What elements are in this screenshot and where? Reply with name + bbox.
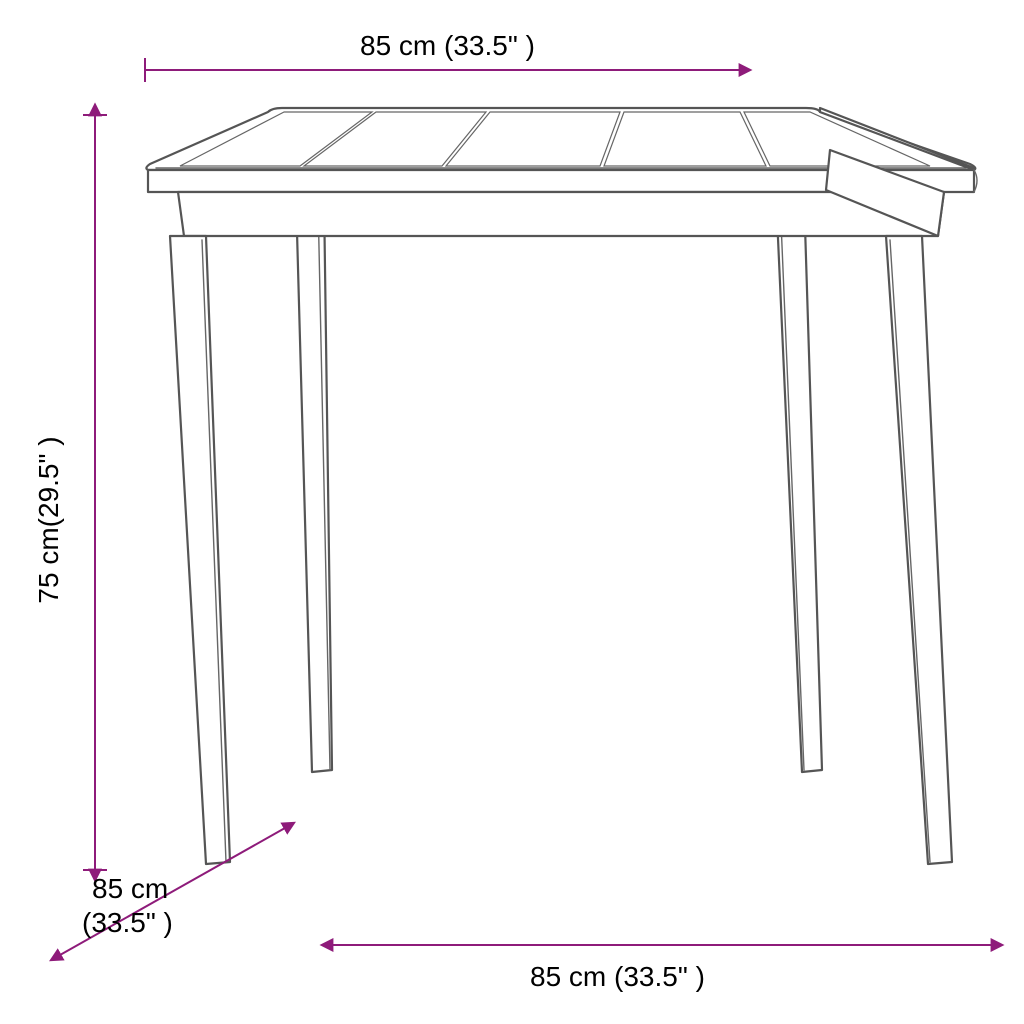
dim-left-label: 75 cm(29.5" ) [33, 436, 64, 603]
dim-depth-label-2: (33.5" ) [82, 907, 173, 938]
dim-top: 85 cm (33.5" ) [145, 30, 740, 82]
dim-top-label: 85 cm (33.5" ) [360, 30, 535, 61]
table-drawing [146, 108, 977, 864]
dim-width-label: 85 cm (33.5" ) [530, 961, 705, 992]
dim-depth: 85 cm (33.5" ) [60, 828, 285, 955]
dimension-diagram: 85 cm (33.5" ) 75 cm(29.5" ) [0, 0, 1024, 1024]
leg-back-right [776, 194, 822, 772]
apron-front [178, 192, 944, 236]
dim-depth-label-1: 85 cm [92, 873, 168, 904]
leg-front-left [170, 236, 230, 864]
dim-left: 75 cm(29.5" ) [33, 115, 107, 870]
leg-front-right [886, 236, 952, 864]
dim-width: 85 cm (33.5" ) [332, 945, 992, 992]
leg-back-left [296, 196, 332, 772]
